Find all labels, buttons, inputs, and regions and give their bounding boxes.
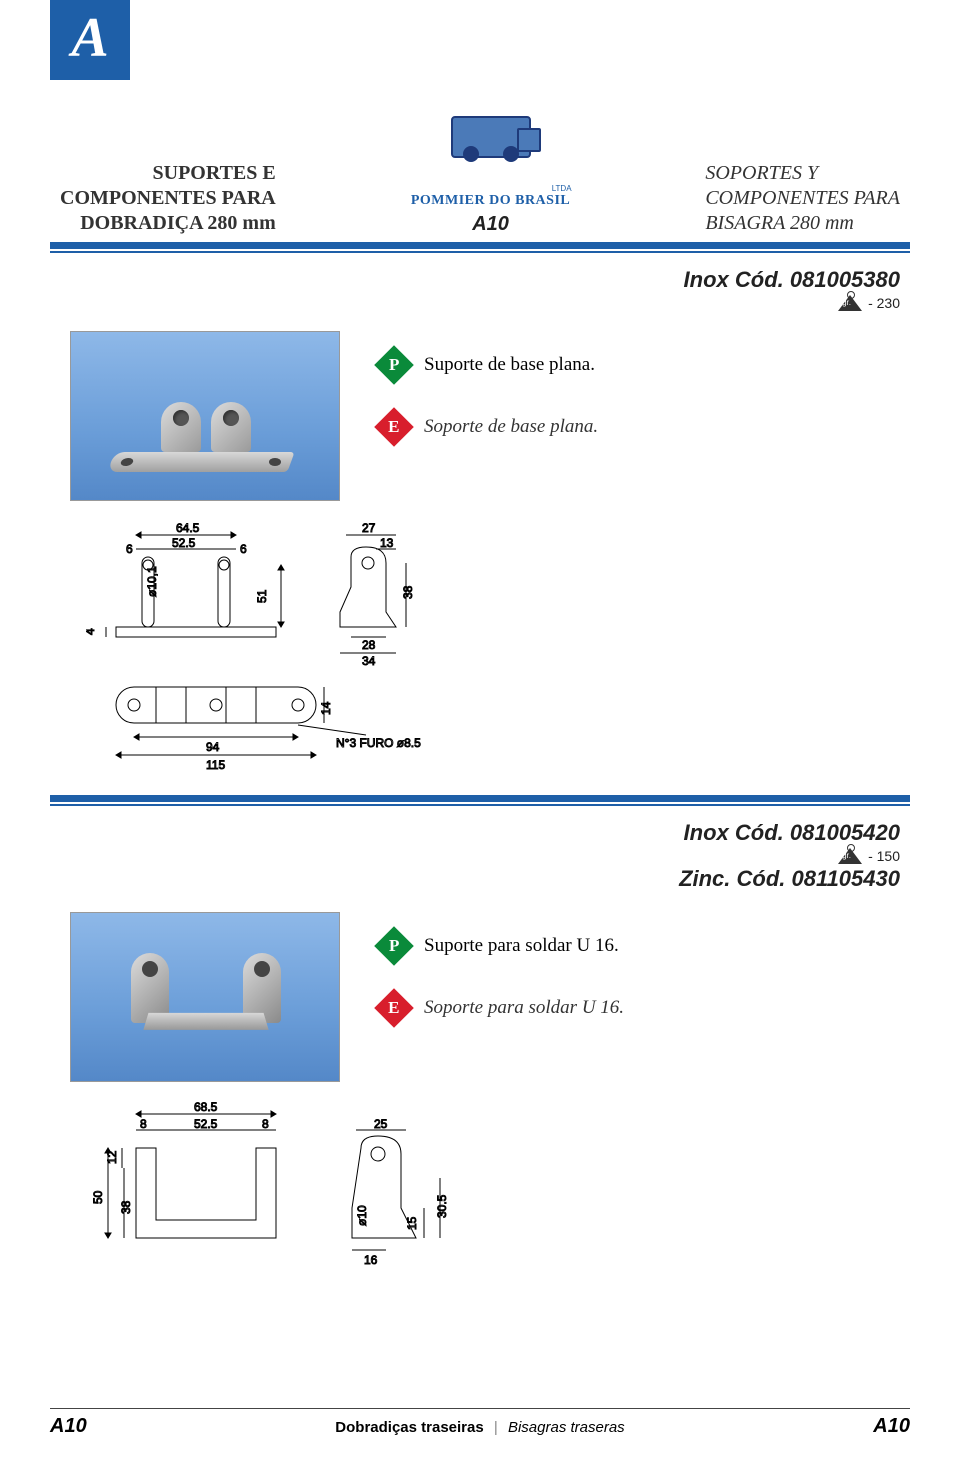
product1-desc-pt-row: P Suporte de base plana.	[380, 351, 910, 379]
product2-desc-es: Soporte para soldar U 16.	[424, 997, 624, 1019]
svg-text:4: 4	[86, 628, 97, 635]
product2-weight-value: - 150	[868, 848, 900, 864]
svg-text:38: 38	[401, 585, 415, 599]
page-footer: A10 Dobradiças traseiras | Bisagras tras…	[50, 1408, 910, 1438]
svg-text:94: 94	[206, 740, 220, 754]
svg-text:50: 50	[91, 1190, 105, 1204]
svg-text:51: 51	[255, 589, 269, 603]
svg-text:27: 27	[362, 521, 376, 535]
svg-text:ø10,1: ø10,1	[145, 566, 159, 597]
svg-text:34: 34	[362, 654, 376, 668]
header-es-line2: COMPONENTES PARA	[705, 186, 900, 211]
svg-text:25: 25	[374, 1117, 388, 1131]
header-es-line1: SOPORTES Y	[705, 161, 900, 186]
header-logo-block: LTDA POMMIER DO BRASIL A10	[396, 110, 586, 236]
svg-text:6: 6	[126, 542, 133, 556]
svg-text:64.5: 64.5	[176, 521, 200, 535]
svg-text:52.5: 52.5	[194, 1117, 218, 1131]
footer-code-right: A10	[873, 1415, 910, 1438]
product2-desc-pt-row: P Suporte para soldar U 16.	[380, 932, 910, 960]
svg-text:28: 28	[362, 638, 376, 652]
section-divider	[50, 795, 910, 806]
product2-desc-es-row: E Soporte para soldar U 16.	[380, 994, 910, 1022]
svg-text:13: 13	[380, 536, 394, 550]
product1-desc-es: Soporte de base plana.	[424, 416, 598, 438]
product1-weight-value: - 230	[868, 295, 900, 311]
header-pt-line3: DOBRADIÇA 280 mm	[60, 211, 276, 236]
header-pt-line1: SUPORTES E	[60, 161, 276, 186]
header-title-es: SOPORTES Y COMPONENTES PARA BISAGRA 280 …	[705, 161, 900, 236]
product2-code2: Zinc. Cód. 081105430	[679, 866, 900, 891]
header-code: A10	[396, 213, 586, 236]
header-pt-line2: COMPONENTES PARA	[60, 186, 276, 211]
weight-icon: gr.	[838, 295, 862, 311]
svg-text:8: 8	[140, 1117, 147, 1131]
brand-name: POMMIER DO BRASIL	[396, 193, 586, 209]
product1-desc-es-row: E Soporte de base plana.	[380, 413, 910, 441]
product1-tech-drawing: 64.5 6 52.5 6 ø10,1	[86, 517, 586, 777]
svg-text:52.5: 52.5	[172, 536, 196, 550]
svg-text:115: 115	[206, 758, 225, 772]
svg-text:15: 15	[405, 1216, 419, 1230]
page-header: SUPORTES E COMPONENTES PARA DOBRADIÇA 28…	[50, 110, 910, 242]
product1-code: Inox Cód. 081005380	[684, 267, 900, 292]
svg-text:68.5: 68.5	[194, 1100, 218, 1114]
lang-badge-pt: P	[374, 926, 414, 966]
svg-text:8: 8	[262, 1117, 269, 1131]
footer-pt: Dobradiças traseiras	[335, 1419, 483, 1436]
lang-badge-pt: P	[374, 345, 414, 385]
svg-text:N°3 FURO ø8.5: N°3 FURO ø8.5	[336, 736, 421, 750]
header-es-line3: BISAGRA 280 mm	[705, 211, 900, 236]
header-rule-thick	[50, 242, 910, 249]
lang-badge-es: E	[374, 407, 414, 447]
footer-code-left: A10	[50, 1415, 87, 1438]
brand-logo	[431, 110, 551, 180]
logo-truck-icon	[451, 116, 531, 158]
product1-weight: gr. - 230	[50, 295, 910, 311]
product2-weight: gr. - 150	[50, 848, 910, 864]
footer-es: Bisagras traseras	[508, 1419, 625, 1436]
header-rule-thin	[50, 251, 910, 253]
product1-section: Inox Cód. 081005380 gr. - 230 P Suporte …	[50, 267, 910, 777]
product2-code1: Inox Cód. 081005420	[684, 820, 900, 845]
product2-render	[70, 912, 340, 1082]
footer-breadcrumb: Dobradiças traseiras | Bisagras traseras	[335, 1419, 624, 1436]
product1-desc-pt: Suporte de base plana.	[424, 354, 595, 376]
weight-icon: gr.	[838, 848, 862, 864]
svg-text:16: 16	[364, 1253, 378, 1267]
svg-text:30.5: 30.5	[435, 1194, 449, 1218]
svg-text:14: 14	[319, 701, 333, 715]
svg-text:ø10: ø10	[355, 1205, 369, 1226]
section-badge: A	[50, 0, 130, 80]
lang-badge-es: E	[374, 988, 414, 1028]
product2-desc-pt: Suporte para soldar U 16.	[424, 935, 619, 957]
product2-section: Inox Cód. 081005420 gr. - 150 Zinc. Cód.…	[50, 820, 910, 1318]
svg-text:6: 6	[240, 542, 247, 556]
svg-text:38: 38	[119, 1200, 133, 1214]
product1-render	[70, 331, 340, 501]
header-title-pt: SUPORTES E COMPONENTES PARA DOBRADIÇA 28…	[60, 161, 276, 236]
product2-tech-drawing: 68.5 8 52.5 8 12 50 38	[86, 1098, 586, 1318]
brand-ltda: LTDA	[396, 184, 586, 193]
